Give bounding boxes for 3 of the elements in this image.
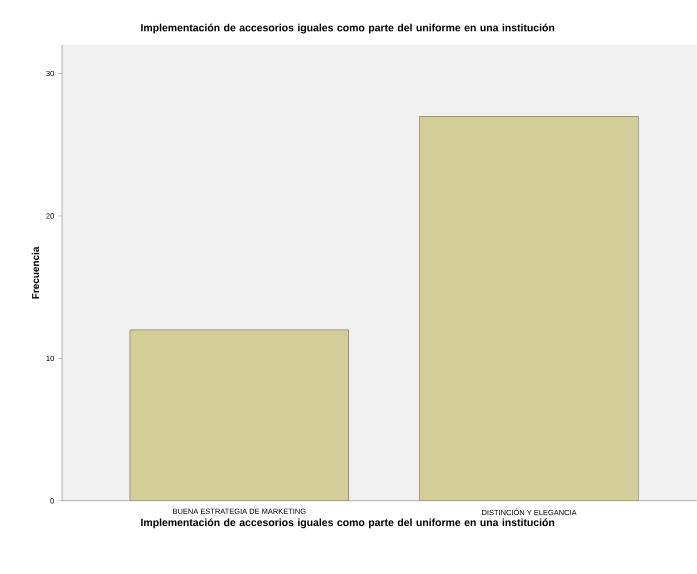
y-axis-title: Frecuencia bbox=[32, 246, 40, 299]
x-axis-title: Implementación de accesorios iguales como parte del uniforme en una institución bbox=[141, 518, 554, 528]
chart-title: Implementación de accesorios iguales como parte del uniforme en una institución bbox=[141, 24, 554, 34]
